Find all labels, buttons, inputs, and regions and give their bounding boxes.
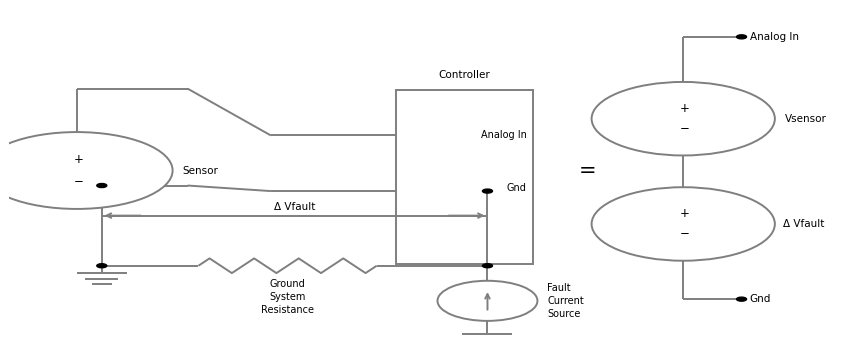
Text: Analog In: Analog In — [481, 131, 527, 140]
Text: Vsensor: Vsensor — [785, 114, 827, 124]
Text: −: − — [680, 122, 690, 135]
Text: Δ Vfault: Δ Vfault — [274, 202, 315, 212]
Text: +: + — [680, 207, 690, 220]
Text: Ground
System
Resistance: Ground System Resistance — [261, 279, 314, 315]
Text: Sensor: Sensor — [183, 165, 218, 176]
Circle shape — [97, 183, 107, 188]
Text: Fault
Current
Source: Fault Current Source — [547, 283, 584, 318]
Circle shape — [97, 264, 107, 268]
Circle shape — [592, 187, 775, 261]
Circle shape — [0, 132, 173, 209]
Text: =: = — [579, 161, 596, 180]
Text: −: − — [680, 227, 690, 240]
Circle shape — [438, 281, 537, 321]
Text: +: + — [680, 102, 690, 115]
Circle shape — [737, 35, 746, 39]
Text: Δ Vfault: Δ Vfault — [783, 219, 824, 229]
Text: Controller: Controller — [439, 70, 490, 80]
Text: Analog In: Analog In — [750, 32, 799, 42]
Circle shape — [483, 189, 492, 193]
Circle shape — [737, 297, 746, 301]
Text: Gnd: Gnd — [750, 294, 771, 304]
Text: +: + — [74, 153, 83, 166]
Circle shape — [483, 264, 492, 268]
Circle shape — [592, 82, 775, 155]
Bar — [396, 90, 533, 264]
Text: −: − — [74, 175, 83, 188]
Text: Gnd: Gnd — [507, 183, 527, 193]
